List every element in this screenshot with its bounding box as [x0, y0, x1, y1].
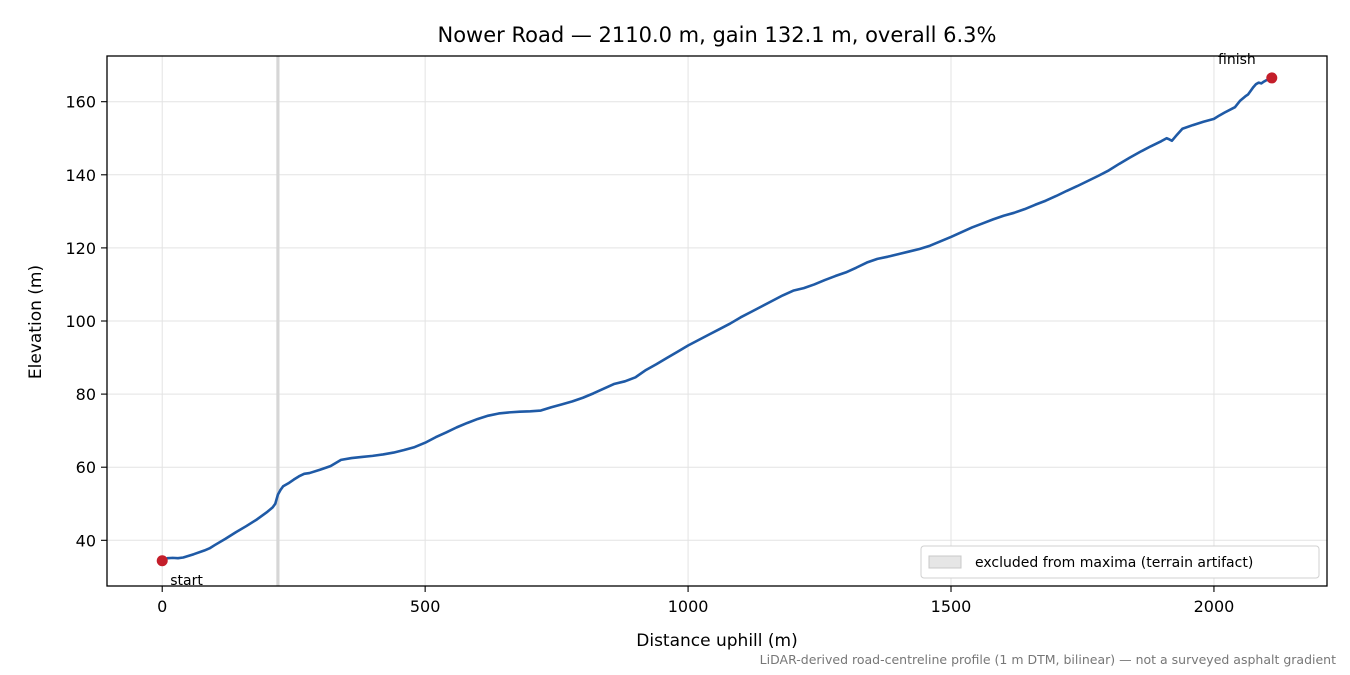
grid-lines [107, 56, 1327, 586]
excluded-band [276, 56, 280, 586]
y-axis-ticks: 40 60 80 100 120 140 160 [65, 93, 107, 550]
x-axis-ticks: 0 500 1000 1500 2000 [157, 586, 1234, 616]
x-tick-label: 2000 [1194, 597, 1235, 616]
chart-title: Nower Road — 2110.0 m, gain 132.1 m, ove… [438, 23, 997, 47]
x-tick-label: 500 [410, 597, 441, 616]
y-axis-label: Elevation (m) [26, 265, 46, 379]
series-line [160, 76, 1274, 563]
excluded-band-layer [276, 56, 280, 586]
start-marker [156, 555, 168, 567]
finish-label: finish [1218, 52, 1256, 68]
x-tick-label: 1000 [668, 597, 709, 616]
legend-label: excluded from maxima (terrain artifact) [975, 555, 1253, 571]
x-tick-label: 1500 [931, 597, 972, 616]
marker-layer: start finish [156, 52, 1278, 589]
y-tick-label: 100 [65, 312, 96, 331]
y-tick-label: 160 [65, 93, 96, 112]
y-tick-label: 40 [76, 531, 96, 550]
start-label: start [170, 573, 203, 589]
y-tick-label: 80 [76, 385, 96, 404]
finish-marker [1266, 72, 1278, 84]
x-tick-label: 0 [157, 597, 167, 616]
legend-box [920, 545, 1320, 579]
legend-swatch [928, 555, 962, 569]
y-tick-label: 120 [65, 239, 96, 258]
y-tick-label: 140 [65, 166, 96, 185]
y-tick-label: 60 [76, 458, 96, 477]
footnote: LiDAR-derived road-centreline profile (1… [760, 652, 1336, 667]
legend: excluded from maxima (terrain artifact) [920, 545, 1320, 579]
x-axis-label: Distance uphill (m) [636, 631, 797, 651]
series-layer [160, 76, 1274, 563]
